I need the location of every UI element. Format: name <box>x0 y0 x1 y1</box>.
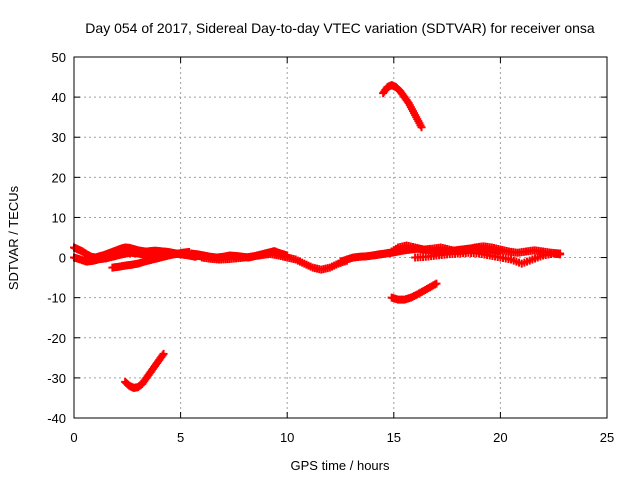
x-tick-label: 15 <box>387 430 401 445</box>
y-tick-label: 10 <box>52 210 66 225</box>
x-axis-label: GPS time / hours <box>291 458 390 473</box>
y-tick-label: -10 <box>47 291 66 306</box>
data-point <box>158 351 167 360</box>
data-point <box>159 349 168 358</box>
x-tick-label: 25 <box>600 430 614 445</box>
data-point <box>556 250 565 259</box>
y-tick-label: -40 <box>47 411 66 426</box>
y-tick-label: 40 <box>52 90 66 105</box>
y-axis-label: SDTVAR / TECUs <box>6 185 21 290</box>
plot-frame <box>73 56 608 419</box>
data-point <box>432 279 441 288</box>
x-tick-label: 5 <box>177 430 184 445</box>
data-point <box>417 123 426 132</box>
series-arc-J <box>379 81 426 132</box>
x-tick-label: 10 <box>280 430 294 445</box>
y-tick-label: 0 <box>59 251 66 266</box>
y-tick-label: 50 <box>52 50 66 65</box>
tick-labels: 0 5 10 15 20 25 -40 -30 -20 -10 0 10 20 30 40 50 <box>47 50 614 445</box>
series-arc-K <box>387 279 441 304</box>
y-tick-label: -20 <box>47 331 66 346</box>
series-arc-H <box>411 248 565 268</box>
y-tick-label: 20 <box>52 170 66 185</box>
series-arc-I <box>121 349 168 392</box>
y-tick-label: 30 <box>52 130 66 145</box>
data-markers <box>70 81 565 392</box>
x-tick-label: 0 <box>70 430 77 445</box>
x-tick-label: 20 <box>493 430 507 445</box>
series-arc-C <box>108 247 194 272</box>
chart-title: Day 054 of 2017, Sidereal Day-to-day VTE… <box>85 20 595 36</box>
grid <box>74 57 607 418</box>
y-tick-label: -30 <box>47 371 66 386</box>
